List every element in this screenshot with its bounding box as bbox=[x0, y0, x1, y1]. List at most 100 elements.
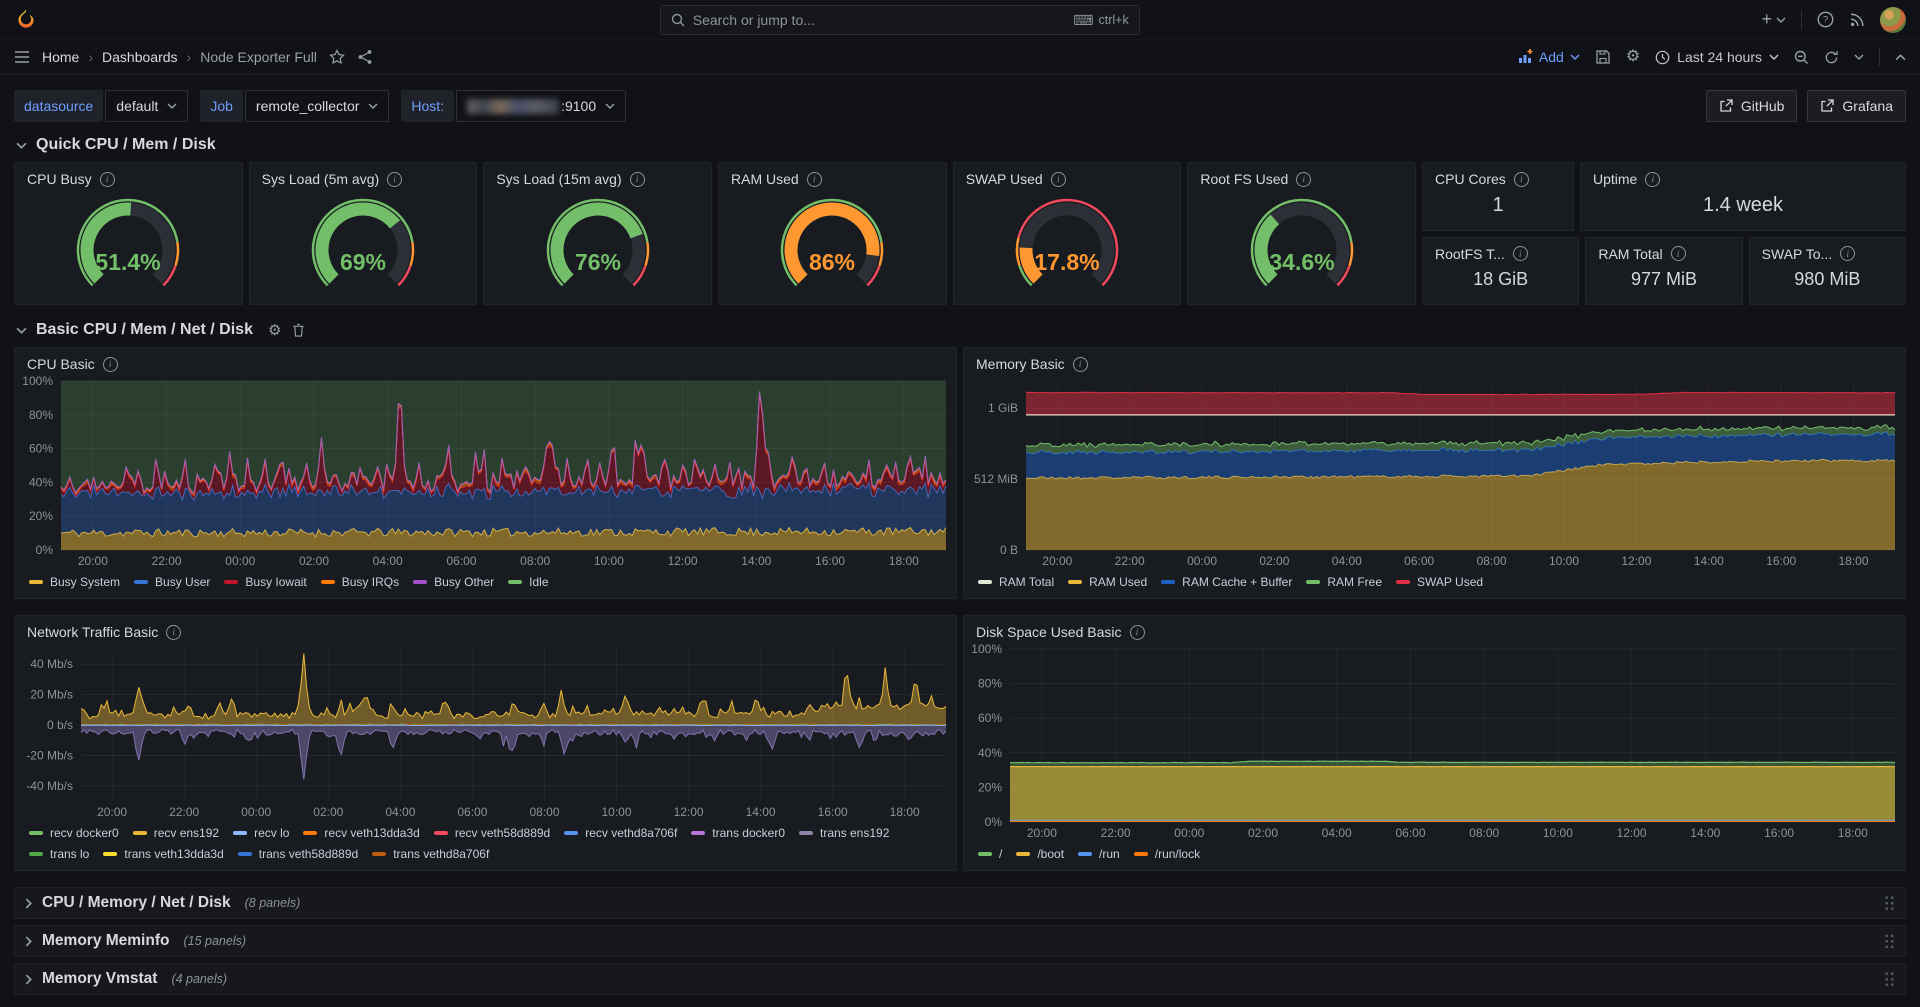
row-delete-button[interactable] bbox=[292, 323, 305, 337]
memory-chart-canvas[interactable]: 0 B 512 MiB 1 GiB 20:00 22:00 00:00 02:00 04:00… bbox=[964, 374, 1905, 570]
user-avatar[interactable] bbox=[1880, 6, 1906, 33]
info-icon[interactable]: i bbox=[387, 171, 403, 187]
panel-header[interactable]: SWAP To... i bbox=[1750, 238, 1905, 264]
legend-item-recv-docker0[interactable]: recv docker0 bbox=[29, 824, 119, 842]
section-quick-cpu-mem-disk[interactable]: Quick CPU / Mem / Disk bbox=[14, 134, 1906, 162]
legend-item-busy-system[interactable]: Busy System bbox=[29, 573, 120, 591]
breadcrumb-item-node-exporter-full[interactable]: Node Exporter Full bbox=[200, 49, 317, 65]
legend-item-busy-other[interactable]: Busy Other bbox=[413, 573, 494, 591]
legend-item-ram-used[interactable]: RAM Used bbox=[1068, 573, 1147, 591]
cpu-plot-area[interactable]: 0% 20% 40% 60% 80% 100% 20:00 22:00 00:00 02:00 04… bbox=[15, 374, 956, 570]
panel-header[interactable]: CPU Basic i bbox=[15, 348, 956, 374]
favorite-button[interactable] bbox=[329, 49, 345, 65]
legend-item-run[interactable]: /run bbox=[1078, 845, 1120, 863]
legend-item-recv-veth58d889d[interactable]: recv veth58d889d bbox=[433, 824, 550, 842]
panel-header[interactable]: RAM Used i bbox=[719, 163, 946, 189]
panel-header[interactable]: SWAP Used i bbox=[954, 163, 1181, 189]
row-drag-handle[interactable] bbox=[1884, 970, 1895, 988]
mega-menu-button[interactable] bbox=[14, 50, 30, 64]
zoom-out-time-button[interactable] bbox=[1794, 50, 1809, 65]
panel-header[interactable]: Sys Load (5m avg) i bbox=[250, 163, 477, 189]
add-panel-button[interactable]: Add bbox=[1517, 49, 1580, 65]
search-bar[interactable]: ⌨ctrl+k bbox=[659, 4, 1140, 35]
legend-item-recv-veth13dda3d[interactable]: recv veth13dda3d bbox=[303, 824, 420, 842]
legend-item-trans-ens192[interactable]: trans ens192 bbox=[799, 824, 889, 842]
network-plot-area[interactable]: -40 Mb/s -20 Mb/s 0 b/s 20 Mb/s 40 Mb/s 20:00… bbox=[15, 642, 956, 821]
legend-item-swap-used[interactable]: SWAP Used bbox=[1396, 573, 1483, 591]
info-icon[interactable]: i bbox=[166, 624, 182, 640]
github-link-button[interactable]: GitHub bbox=[1705, 90, 1798, 122]
legend-item-idle[interactable]: Idle bbox=[508, 573, 549, 591]
info-icon[interactable]: i bbox=[1129, 624, 1145, 640]
variable-value-dropdown[interactable]: :9100 bbox=[456, 90, 627, 122]
dashboard-row-cpu-memory-net-disk[interactable]: CPU / Memory / Net / Disk (8 panels) bbox=[14, 887, 1906, 919]
panel-header[interactable]: Memory Basic i bbox=[964, 348, 1905, 374]
legend-item-[interactable]: / bbox=[978, 845, 1002, 863]
save-dashboard-button[interactable] bbox=[1595, 49, 1611, 65]
legend-item-ram-free[interactable]: RAM Free bbox=[1306, 573, 1382, 591]
legend-item-busy-iowait[interactable]: Busy Iowait bbox=[224, 573, 307, 591]
legend-item-recv-lo[interactable]: recv lo bbox=[233, 824, 289, 842]
panel-header[interactable]: Disk Space Used Basic i bbox=[964, 616, 1905, 642]
grafana-link-button[interactable]: Grafana bbox=[1807, 90, 1906, 122]
refresh-interval-dropdown[interactable] bbox=[1854, 54, 1864, 60]
cpu-chart-canvas[interactable]: 0% 20% 40% 60% 80% 100% 20:00 22:00 00:00 02:00 04… bbox=[15, 374, 956, 570]
breadcrumb-item-home[interactable]: Home bbox=[42, 49, 80, 65]
legend-item-trans-veth58d889d[interactable]: trans veth58d889d bbox=[237, 845, 358, 863]
info-icon[interactable]: i bbox=[1645, 171, 1661, 187]
info-icon[interactable]: i bbox=[102, 356, 118, 372]
panel-header[interactable]: CPU Cores i bbox=[1423, 163, 1573, 189]
panel-header[interactable]: Uptime i bbox=[1581, 163, 1905, 189]
row-drag-handle[interactable] bbox=[1884, 932, 1895, 950]
info-icon[interactable]: i bbox=[99, 171, 115, 187]
info-icon[interactable]: i bbox=[629, 171, 645, 187]
info-icon[interactable]: i bbox=[1050, 171, 1066, 187]
share-button[interactable] bbox=[357, 49, 373, 65]
info-icon[interactable]: i bbox=[1670, 246, 1686, 261]
legend-item-trans-docker0[interactable]: trans docker0 bbox=[691, 824, 785, 842]
info-icon[interactable]: i bbox=[1512, 246, 1528, 261]
legend-item-ram-total[interactable]: RAM Total bbox=[978, 573, 1054, 591]
info-icon[interactable]: i bbox=[1296, 171, 1312, 187]
legend-item-trans-lo[interactable]: trans lo bbox=[29, 845, 89, 863]
variable-value-dropdown[interactable]: remote_collector bbox=[244, 90, 390, 122]
row-drag-handle[interactable] bbox=[1884, 894, 1895, 912]
legend-item-boot[interactable]: /boot bbox=[1016, 845, 1064, 863]
legend-item-recv-ens192[interactable]: recv ens192 bbox=[132, 824, 219, 842]
variable-value-dropdown[interactable]: default bbox=[105, 90, 189, 122]
refresh-button[interactable] bbox=[1824, 50, 1839, 65]
disk-chart-canvas[interactable]: 0% 20% 40% 60% 80% 100% 20:00 22:00 00:00 02:00 04… bbox=[964, 642, 1905, 842]
grafana-logo[interactable] bbox=[14, 8, 38, 32]
legend-item-busy-user[interactable]: Busy User bbox=[134, 573, 210, 591]
disk-plot-area[interactable]: 0% 20% 40% 60% 80% 100% 20:00 22:00 00:00 02:00 04… bbox=[964, 642, 1905, 842]
legend-item-busy-irqs[interactable]: Busy IRQs bbox=[320, 573, 399, 591]
panel-header[interactable]: Sys Load (15m avg) i bbox=[484, 163, 711, 189]
row-settings-button[interactable]: ⚙ bbox=[268, 321, 281, 339]
info-icon[interactable]: i bbox=[806, 171, 822, 187]
breadcrumb-item-dashboards[interactable]: Dashboards bbox=[102, 49, 178, 65]
panel-header[interactable]: Network Traffic Basic i bbox=[15, 616, 956, 642]
help-button[interactable]: ? bbox=[1817, 11, 1834, 28]
panel-header[interactable]: CPU Busy i bbox=[15, 163, 242, 189]
panel-header[interactable]: Root FS Used i bbox=[1188, 163, 1415, 189]
info-icon[interactable]: i bbox=[1840, 246, 1856, 261]
new-menu-button[interactable]: + bbox=[1761, 10, 1786, 28]
legend-item-ram-cache-buffer[interactable]: RAM Cache + Buffer bbox=[1161, 573, 1292, 591]
legend-item-recv-vethd8a706f[interactable]: recv vethd8a706f bbox=[564, 824, 677, 842]
dashboard-settings-button[interactable]: ⚙ bbox=[1626, 49, 1640, 65]
info-icon[interactable]: i bbox=[1513, 171, 1529, 187]
legend-item-run-lock[interactable]: /run/lock bbox=[1133, 845, 1200, 863]
dashboard-row-memory-vmstat[interactable]: Memory Vmstat (4 panels) bbox=[14, 963, 1906, 995]
panel-header[interactable]: RAM Total i bbox=[1586, 238, 1741, 264]
time-range-picker[interactable]: Last 24 hours bbox=[1655, 49, 1779, 65]
dashboard-row-memory-meminfo[interactable]: Memory Meminfo (15 panels) bbox=[14, 925, 1906, 957]
memory-plot-area[interactable]: 0 B 512 MiB 1 GiB 20:00 22:00 00:00 02:00 04:00… bbox=[964, 374, 1905, 570]
collapse-toolbar-button[interactable] bbox=[1895, 53, 1906, 61]
legend-item-trans-veth13dda3d[interactable]: trans veth13dda3d bbox=[103, 845, 224, 863]
legend-item-trans-vethd8a706f[interactable]: trans vethd8a706f bbox=[372, 845, 489, 863]
news-button[interactable] bbox=[1849, 12, 1865, 28]
panel-header[interactable]: RootFS T... i bbox=[1423, 238, 1578, 264]
network-chart-canvas[interactable]: -40 Mb/s -20 Mb/s 0 b/s 20 Mb/s 40 Mb/s 20:00… bbox=[15, 642, 956, 821]
section-basic-cpu-mem-net-disk[interactable]: Basic CPU / Mem / Net / Disk ⚙ bbox=[14, 319, 1906, 347]
info-icon[interactable]: i bbox=[1072, 356, 1088, 372]
